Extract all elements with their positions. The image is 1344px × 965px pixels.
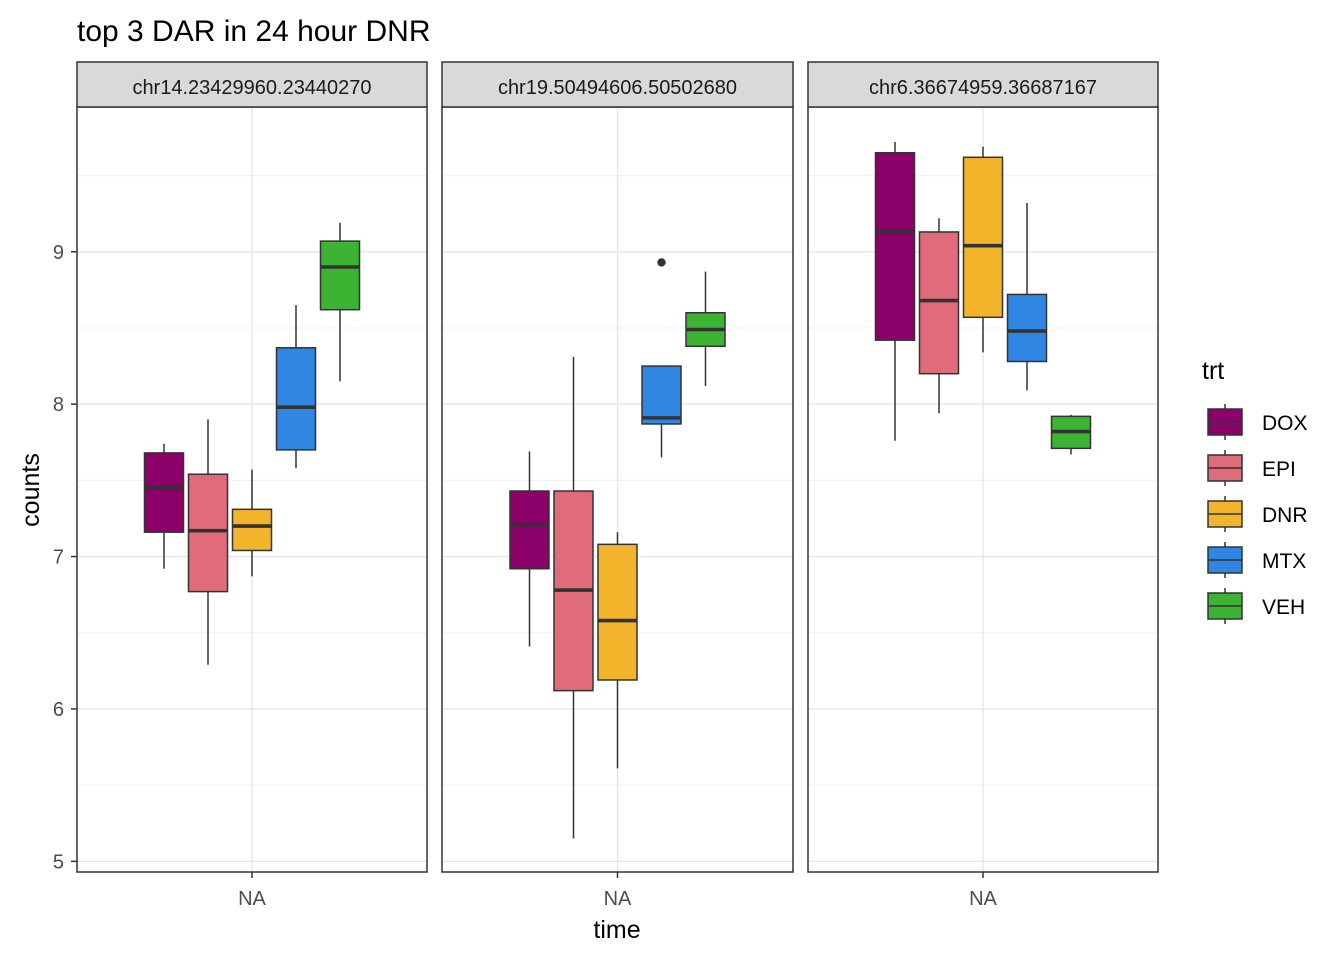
- box-dox: [874, 142, 916, 441]
- box-iqr: [962, 156, 1004, 319]
- y-tick-label: 8: [53, 394, 64, 416]
- legend-item-dnr: DNR: [1207, 496, 1308, 532]
- x-axis-label: time: [593, 916, 640, 944]
- box-iqr: [319, 240, 361, 311]
- x-tick-label: NA: [969, 888, 997, 910]
- legend-label: MTX: [1262, 550, 1306, 573]
- facet-panels: chr14.23429960.23440270NAchr19.50494606.…: [53, 61, 1159, 910]
- box-dnr: [231, 469, 273, 577]
- legend-items: DOX EPI DNR MTX VEH: [1207, 404, 1308, 624]
- box-veh: [1050, 414, 1092, 455]
- box-iqr: [597, 543, 638, 681]
- x-tick-label: NA: [238, 888, 266, 910]
- box-dox: [143, 443, 185, 569]
- y-tick-label: 9: [53, 242, 64, 264]
- chart-title: top 3 DAR in 24 hour DNR: [77, 15, 431, 48]
- box-iqr: [275, 347, 317, 451]
- legend-title: trt: [1202, 357, 1224, 385]
- box-iqr: [918, 231, 960, 375]
- box-iqr: [187, 473, 229, 593]
- y-axis-label: counts: [17, 453, 45, 527]
- y-tick-label: 6: [53, 699, 64, 721]
- facet-strip: [807, 61, 1159, 108]
- box-iqr: [509, 490, 550, 570]
- y-tick-label: 7: [53, 547, 64, 569]
- box-iqr: [231, 508, 273, 552]
- legend-label: DOX: [1262, 412, 1308, 435]
- box-dnr: [597, 532, 638, 769]
- legend-label: EPI: [1262, 458, 1296, 481]
- facet-strip: [76, 61, 428, 108]
- box-mtx: [275, 305, 317, 469]
- legend: trt DOX EPI DNR MTX VEH: [1202, 357, 1308, 624]
- facet-panel: chr14.23429960.23440270 NA: [76, 61, 428, 910]
- legend-item-mtx: MTX: [1207, 542, 1306, 578]
- legend-item-epi: EPI: [1207, 450, 1296, 486]
- legend-label: DNR: [1262, 504, 1308, 527]
- facet-strip-label: chr19.50494606.50502680: [498, 77, 737, 99]
- box-veh: [319, 222, 361, 382]
- y-axis: 5 6 7 8 9: [53, 242, 77, 873]
- box-iqr: [143, 452, 185, 533]
- box-epi: [187, 419, 229, 665]
- outlier-point: [657, 258, 666, 267]
- box-mtx: [1006, 203, 1048, 391]
- box-dox: [509, 451, 550, 647]
- legend-label: VEH: [1262, 596, 1305, 619]
- y-tick-label: 5: [53, 851, 64, 873]
- x-tick-label: NA: [604, 888, 632, 910]
- facet-panel: chr19.50494606.50502680 NA: [441, 61, 794, 910]
- facet-strip-label: chr6.36674959.36687167: [869, 77, 1097, 99]
- box-dnr: [962, 146, 1004, 353]
- box-iqr: [1006, 293, 1048, 363]
- facet-strip: [441, 61, 794, 108]
- legend-item-veh: VEH: [1207, 588, 1305, 624]
- box-epi: [918, 218, 960, 414]
- legend-item-dox: DOX: [1207, 404, 1308, 440]
- facet-strip-label: chr14.23429960.23440270: [132, 77, 371, 99]
- box-iqr: [641, 365, 682, 425]
- box-mtx: [641, 258, 682, 458]
- box-veh: [685, 271, 726, 386]
- facet-panel: chr6.36674959.36687167 NA: [807, 61, 1159, 910]
- box-iqr: [874, 151, 916, 341]
- box-epi: [553, 356, 594, 839]
